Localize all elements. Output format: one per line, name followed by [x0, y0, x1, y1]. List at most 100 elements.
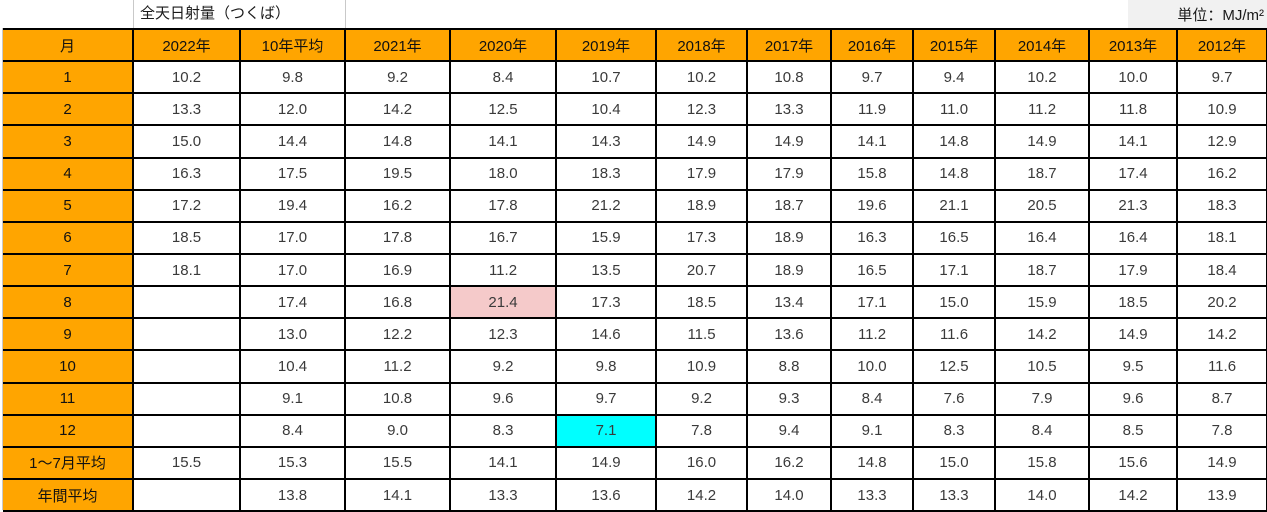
data-cell[interactable]: 17.0: [239, 252, 346, 288]
data-cell[interactable]: 13.6: [746, 317, 832, 352]
data-cell[interactable]: 11.6: [1176, 349, 1267, 384]
data-cell[interactable]: 9.4: [912, 60, 996, 95]
data-cell[interactable]: 17.1: [912, 252, 996, 288]
data-cell[interactable]: 17.1: [830, 285, 914, 320]
data-cell[interactable]: 18.7: [746, 188, 832, 223]
data-cell[interactable]: 18.3: [1176, 188, 1267, 223]
year-column-header[interactable]: 2012年: [1176, 27, 1267, 63]
data-cell[interactable]: 18.7: [994, 156, 1090, 191]
data-cell[interactable]: 18.1: [132, 252, 241, 288]
data-cell[interactable]: 19.5: [344, 156, 451, 191]
data-cell[interactable]: 14.9: [555, 445, 657, 480]
row-label[interactable]: 9: [3, 317, 134, 352]
row-label[interactable]: 5: [3, 188, 134, 223]
data-cell[interactable]: 15.5: [132, 445, 241, 480]
data-cell[interactable]: 9.6: [449, 381, 557, 416]
data-cell[interactable]: 8.8: [746, 349, 832, 384]
data-cell[interactable]: 8.4: [449, 60, 557, 95]
data-cell[interactable]: 8.4: [994, 413, 1090, 448]
data-cell[interactable]: 8.3: [449, 413, 557, 448]
data-cell[interactable]: 10.7: [555, 60, 657, 95]
data-cell[interactable]: 18.9: [655, 188, 748, 223]
data-cell[interactable]: 14.8: [912, 156, 996, 191]
row-label[interactable]: 10: [3, 349, 134, 384]
data-cell[interactable]: 17.2: [132, 188, 241, 223]
row-label[interactable]: 6: [3, 220, 134, 255]
data-cell[interactable]: 16.3: [132, 156, 241, 191]
data-cell[interactable]: 14.9: [1176, 445, 1267, 480]
data-cell[interactable]: 14.4: [239, 124, 346, 159]
data-cell[interactable]: 9.2: [449, 349, 557, 384]
data-cell[interactable]: 9.4: [746, 413, 832, 448]
data-cell[interactable]: 13.9: [1176, 477, 1267, 512]
data-cell[interactable]: 17.8: [449, 188, 557, 223]
data-cell[interactable]: 11.5: [655, 317, 748, 352]
data-cell[interactable]: 18.4: [1176, 252, 1267, 288]
data-cell[interactable]: 7.1: [555, 413, 657, 448]
data-cell[interactable]: 13.0: [239, 317, 346, 352]
data-cell[interactable]: 19.6: [830, 188, 914, 223]
data-cell[interactable]: 15.6: [1088, 445, 1178, 480]
data-cell[interactable]: 18.5: [132, 220, 241, 255]
data-cell[interactable]: 8.4: [239, 413, 346, 448]
data-cell[interactable]: 14.2: [1088, 477, 1178, 512]
data-cell[interactable]: 16.9: [344, 252, 451, 288]
data-cell[interactable]: [132, 381, 241, 416]
data-cell[interactable]: 14.8: [830, 445, 914, 480]
data-cell[interactable]: 20.7: [655, 252, 748, 288]
row-label[interactable]: 4: [3, 156, 134, 191]
data-cell[interactable]: 17.4: [1088, 156, 1178, 191]
data-cell[interactable]: 10.4: [555, 92, 657, 127]
data-cell[interactable]: 16.0: [655, 445, 748, 480]
data-cell[interactable]: 13.8: [239, 477, 346, 512]
data-cell[interactable]: 9.8: [239, 60, 346, 95]
data-cell[interactable]: 15.0: [132, 124, 241, 159]
data-cell[interactable]: 10.2: [132, 60, 241, 95]
data-cell[interactable]: 21.4: [449, 285, 557, 320]
year-column-header[interactable]: 2017年: [746, 27, 832, 63]
data-cell[interactable]: 7.6: [912, 381, 996, 416]
data-cell[interactable]: 15.8: [994, 445, 1090, 480]
year-column-header[interactable]: 2019年: [555, 27, 657, 63]
data-cell[interactable]: 13.6: [555, 477, 657, 512]
data-cell[interactable]: 9.3: [746, 381, 832, 416]
year-column-header[interactable]: 2013年: [1088, 27, 1178, 63]
data-cell[interactable]: 10.8: [344, 381, 451, 416]
data-cell[interactable]: 18.1: [1176, 220, 1267, 255]
data-cell[interactable]: 18.9: [746, 252, 832, 288]
data-cell[interactable]: 16.8: [344, 285, 451, 320]
row-label[interactable]: 8: [3, 285, 134, 320]
data-cell[interactable]: 11.2: [994, 92, 1090, 127]
data-cell[interactable]: 21.1: [912, 188, 996, 223]
data-cell[interactable]: 9.1: [830, 413, 914, 448]
month-column-header[interactable]: 月: [3, 27, 134, 63]
data-cell[interactable]: 18.9: [746, 220, 832, 255]
data-cell[interactable]: 16.3: [830, 220, 914, 255]
data-cell[interactable]: 18.5: [1088, 285, 1178, 320]
row-label[interactable]: 年間平均: [3, 477, 134, 512]
data-cell[interactable]: 17.3: [555, 285, 657, 320]
data-cell[interactable]: 14.8: [344, 124, 451, 159]
row-label[interactable]: 11: [3, 381, 134, 416]
data-cell[interactable]: 9.5: [1088, 349, 1178, 384]
data-cell[interactable]: 11.8: [1088, 92, 1178, 127]
data-cell[interactable]: 9.2: [655, 381, 748, 416]
data-cell[interactable]: 19.4: [239, 188, 346, 223]
data-cell[interactable]: 14.1: [344, 477, 451, 512]
data-cell[interactable]: 17.0: [239, 220, 346, 255]
data-cell[interactable]: 14.9: [1088, 317, 1178, 352]
data-cell[interactable]: 17.8: [344, 220, 451, 255]
data-cell[interactable]: [132, 413, 241, 448]
data-cell[interactable]: 12.0: [239, 92, 346, 127]
data-cell[interactable]: 13.4: [746, 285, 832, 320]
data-cell[interactable]: 12.5: [449, 92, 557, 127]
data-cell[interactable]: 10.0: [830, 349, 914, 384]
data-cell[interactable]: 16.4: [994, 220, 1090, 255]
data-cell[interactable]: 10.4: [239, 349, 346, 384]
data-cell[interactable]: 8.3: [912, 413, 996, 448]
data-cell[interactable]: [132, 285, 241, 320]
data-cell[interactable]: 14.1: [449, 124, 557, 159]
data-cell[interactable]: 17.9: [655, 156, 748, 191]
data-cell[interactable]: 18.5: [655, 285, 748, 320]
data-cell[interactable]: [132, 317, 241, 352]
